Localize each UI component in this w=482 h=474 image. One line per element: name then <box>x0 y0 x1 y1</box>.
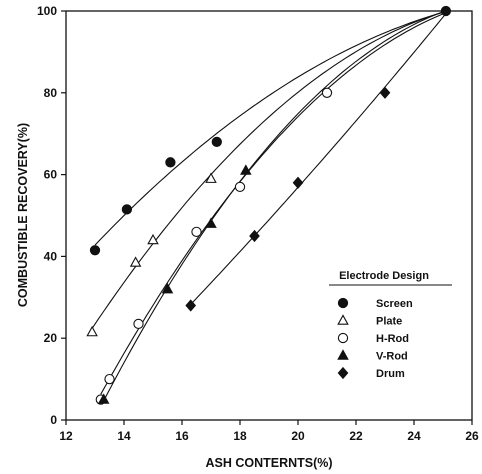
x-tick-label-2: 16 <box>175 429 189 443</box>
point-screen-0 <box>89 245 101 256</box>
legend-label-v-rod: V-Rod <box>376 351 408 363</box>
legend-marker-v-rod <box>337 349 349 360</box>
x-tick-label-1: 14 <box>117 429 131 443</box>
y-tick-label-3: 60 <box>44 168 58 182</box>
point-plate-1 <box>129 256 142 267</box>
point-plate-3 <box>205 172 217 183</box>
point-screen-4 <box>440 5 452 17</box>
x-tick-label-0: 12 <box>59 429 73 443</box>
y-tick-label-4: 80 <box>44 86 58 100</box>
fit-curves <box>91 10 447 401</box>
x-tick-label-5: 22 <box>349 429 363 443</box>
fit-curve-plate <box>91 10 447 329</box>
y-tick-label-2: 40 <box>44 249 58 263</box>
fit-curve-v-rod <box>103 10 447 401</box>
point-screen-3 <box>211 136 222 148</box>
y-tick-label-1: 20 <box>44 331 58 345</box>
point-h-rod-4 <box>234 181 246 193</box>
legend-marker-screen <box>337 297 349 309</box>
y-axis-title: COMBUSTIBLE RECOVERY(%) <box>16 123 30 307</box>
y-tick-label-5: 100 <box>37 4 57 18</box>
fit-curve-screen <box>94 10 447 246</box>
legend-items: Screen Plate H-Rod V-Rod Drum <box>337 297 413 380</box>
legend-label-h-rod: H-Rod <box>376 333 409 345</box>
point-drum-3 <box>379 86 391 99</box>
point-screen-2 <box>165 157 176 168</box>
point-h-rod-3 <box>191 226 202 238</box>
x-tick-label-6: 24 <box>407 429 421 443</box>
legend-label-drum: Drum <box>376 368 405 380</box>
legend: Electrode Design Screen Plate H-Rod V-Rod Dr… <box>329 270 452 380</box>
legend-marker-h-rod <box>337 332 349 344</box>
plot-frame <box>65 10 473 421</box>
legend-label-plate: Plate <box>376 316 402 328</box>
fit-curve-h-rod <box>100 12 447 395</box>
x-axis-title: ASH CONTERNTS(%) <box>205 456 332 470</box>
point-plate-2 <box>147 233 159 245</box>
point-h-rod-2 <box>133 318 144 330</box>
point-h-rod-1 <box>104 373 115 385</box>
point-plate-0 <box>86 325 98 337</box>
x-tick-label-7: 26 <box>465 429 479 443</box>
data-points <box>86 5 452 405</box>
point-drum-1 <box>249 229 260 243</box>
fit-curve-drum <box>190 13 447 305</box>
point-v-rod-0 <box>97 393 110 404</box>
legend-marker-drum <box>337 366 349 380</box>
axis-ticks: 12 14 16 18 20 22 24 26 0 20 40 60 80 100 <box>37 4 479 443</box>
point-screen-1 <box>121 204 133 215</box>
legend-label-screen: Screen <box>376 298 413 310</box>
point-drum-0 <box>185 299 197 312</box>
x-tick-label-3: 18 <box>233 429 247 443</box>
point-v-rod-3 <box>240 164 252 175</box>
x-tick-label-4: 20 <box>291 429 305 443</box>
point-h-rod-5 <box>321 87 333 98</box>
y-tick-label-0: 0 <box>50 413 57 427</box>
legend-title: Electrode Design <box>339 270 429 282</box>
legend-marker-plate <box>337 314 349 325</box>
point-v-rod-2 <box>205 217 217 228</box>
point-drum-2 <box>292 176 304 189</box>
point-v-rod-1 <box>161 282 174 294</box>
